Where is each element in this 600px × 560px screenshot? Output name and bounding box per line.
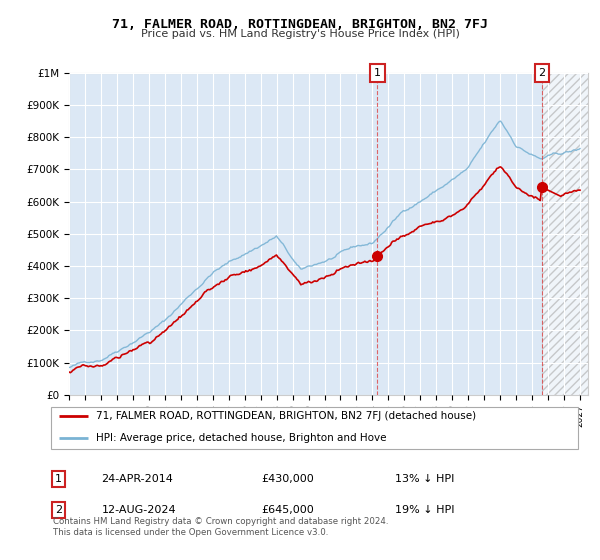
Text: 71, FALMER ROAD, ROTTINGDEAN, BRIGHTON, BN2 7FJ: 71, FALMER ROAD, ROTTINGDEAN, BRIGHTON, …	[112, 18, 488, 31]
Text: 19% ↓ HPI: 19% ↓ HPI	[395, 505, 455, 515]
Text: 2: 2	[55, 505, 62, 515]
Text: 1: 1	[55, 474, 62, 484]
Text: 2: 2	[538, 68, 545, 78]
Text: HPI: Average price, detached house, Brighton and Hove: HPI: Average price, detached house, Brig…	[96, 433, 386, 443]
Bar	[542, 73, 588, 395]
Text: 12-AUG-2024: 12-AUG-2024	[101, 505, 176, 515]
Text: 13% ↓ HPI: 13% ↓ HPI	[395, 474, 454, 484]
Text: Price paid vs. HM Land Registry's House Price Index (HPI): Price paid vs. HM Land Registry's House …	[140, 29, 460, 39]
FancyBboxPatch shape	[50, 407, 578, 449]
Text: 1: 1	[374, 68, 381, 78]
Bar	[542, 73, 588, 395]
Text: £430,000: £430,000	[262, 474, 314, 484]
Text: 24-APR-2014: 24-APR-2014	[101, 474, 173, 484]
Text: Contains HM Land Registry data © Crown copyright and database right 2024.
This d: Contains HM Land Registry data © Crown c…	[53, 517, 389, 537]
Text: 71, FALMER ROAD, ROTTINGDEAN, BRIGHTON, BN2 7FJ (detached house): 71, FALMER ROAD, ROTTINGDEAN, BRIGHTON, …	[96, 412, 476, 421]
Text: £645,000: £645,000	[262, 505, 314, 515]
